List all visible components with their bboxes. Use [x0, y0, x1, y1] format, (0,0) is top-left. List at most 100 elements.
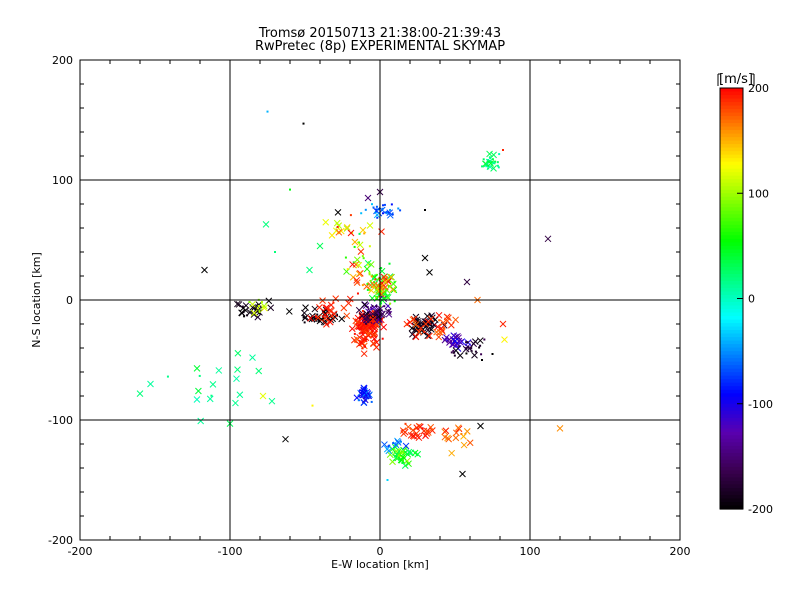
data-point-cross — [378, 228, 385, 235]
colorbar-band — [720, 421, 743, 426]
data-point-cross — [362, 392, 370, 400]
data-point-cross — [367, 261, 375, 268]
colorbar-band — [720, 123, 743, 128]
colorbar-band — [720, 228, 743, 233]
data-point-cross — [404, 450, 412, 458]
data-point-dot — [460, 432, 463, 435]
colorbar-band — [720, 245, 743, 250]
colorbar-band — [720, 365, 743, 370]
colorbar-band — [720, 431, 743, 436]
data-point-dot — [254, 307, 257, 310]
colorbar-band — [720, 456, 743, 461]
colorbar-band — [720, 424, 743, 429]
data-point-dot — [389, 208, 392, 211]
data-point-cross — [353, 276, 361, 284]
data-point-cross — [481, 160, 489, 168]
colorbar-tick-label: 200 — [748, 82, 769, 95]
data-point-dot — [481, 359, 483, 361]
data-point-cross — [466, 439, 474, 447]
data-point-dot — [450, 351, 453, 354]
data-point-cross — [476, 337, 484, 344]
data-point-dot — [381, 280, 384, 283]
data-point-dot — [489, 160, 492, 163]
data-point-dot — [311, 404, 314, 407]
colorbar-band — [720, 182, 743, 187]
colorbar-band — [720, 207, 743, 212]
data-point-cross — [255, 301, 263, 309]
colorbar-ticks: 200 100 0 -100 -200 — [737, 82, 773, 516]
colorbar-band — [720, 470, 743, 475]
data-point-dot — [397, 454, 400, 457]
data-point-dot — [385, 210, 388, 213]
data-point-cross — [360, 350, 368, 358]
data-point-cross — [347, 229, 355, 237]
data-point-cross — [401, 462, 409, 469]
data-point-dot — [210, 394, 213, 397]
colorbar: [m/s] 200 100 0 -100 -200 — [717, 72, 773, 516]
data-point-dot — [388, 262, 391, 265]
data-point-cross — [424, 312, 431, 320]
data-point-cross — [375, 313, 382, 320]
data-point-dot — [344, 256, 347, 259]
data-point-cross — [234, 300, 241, 308]
colorbar-band — [720, 256, 743, 261]
colorbar-band — [720, 337, 743, 342]
data-point-dot — [357, 241, 360, 244]
data-point-cross — [380, 273, 388, 281]
colorbar-band — [720, 112, 743, 117]
data-point-cross — [400, 430, 408, 438]
data-point-dot — [381, 207, 384, 210]
data-point-cross — [322, 304, 330, 312]
data-point-dot — [258, 310, 261, 313]
colorbar-tick-label: -200 — [748, 503, 773, 516]
colorbar-band — [720, 351, 743, 356]
data-point-cross — [389, 286, 396, 293]
data-point-cross — [451, 337, 459, 345]
data-point-cross — [250, 309, 258, 317]
data-point-cross — [490, 165, 497, 172]
data-point-cross — [490, 151, 497, 159]
colorbar-band — [720, 449, 743, 454]
colorbar-band — [720, 196, 743, 201]
data-point-dot — [496, 161, 499, 164]
data-point-cross — [358, 339, 365, 347]
data-point-cross — [386, 451, 394, 458]
data-point-dot — [365, 322, 368, 325]
data-points — [136, 110, 564, 481]
data-point-cross — [412, 321, 420, 328]
data-point-cross — [362, 316, 370, 324]
x-tick-label: -100 — [218, 545, 243, 558]
data-point-cross — [307, 314, 314, 322]
data-point-dot — [258, 309, 261, 312]
data-point-cross — [355, 261, 363, 269]
data-point-dot — [494, 160, 497, 163]
data-point-dot — [353, 245, 356, 248]
colorbar-band — [720, 168, 743, 173]
colorbar-band — [720, 344, 743, 349]
data-point-cross — [343, 223, 351, 231]
data-point-cross — [197, 417, 205, 425]
data-point-dot — [487, 159, 490, 162]
data-point-dot — [374, 278, 377, 281]
data-point-cross — [362, 327, 370, 335]
data-point-dot — [368, 273, 371, 276]
data-point-cross — [327, 301, 335, 309]
data-point-dot — [378, 292, 381, 295]
data-point-cross — [399, 448, 406, 456]
data-point-dot — [248, 300, 251, 303]
data-point-cross — [459, 470, 466, 478]
data-point-cross — [471, 338, 479, 346]
data-point-cross — [314, 314, 322, 321]
data-point-dot — [392, 453, 395, 456]
data-point-cross — [235, 301, 243, 308]
data-point-cross — [466, 345, 473, 352]
data-point-dot — [401, 459, 404, 462]
grid — [80, 60, 680, 540]
data-point-cross — [206, 395, 214, 403]
data-point-dot — [393, 281, 396, 284]
colorbar-band — [720, 382, 743, 387]
chart-subtitle: RwPretec (8p) EXPERIMENTAL SKYMAP — [254, 39, 506, 54]
data-point-cross — [402, 442, 410, 450]
data-point-cross — [448, 449, 456, 457]
colorbar-band — [720, 501, 743, 507]
